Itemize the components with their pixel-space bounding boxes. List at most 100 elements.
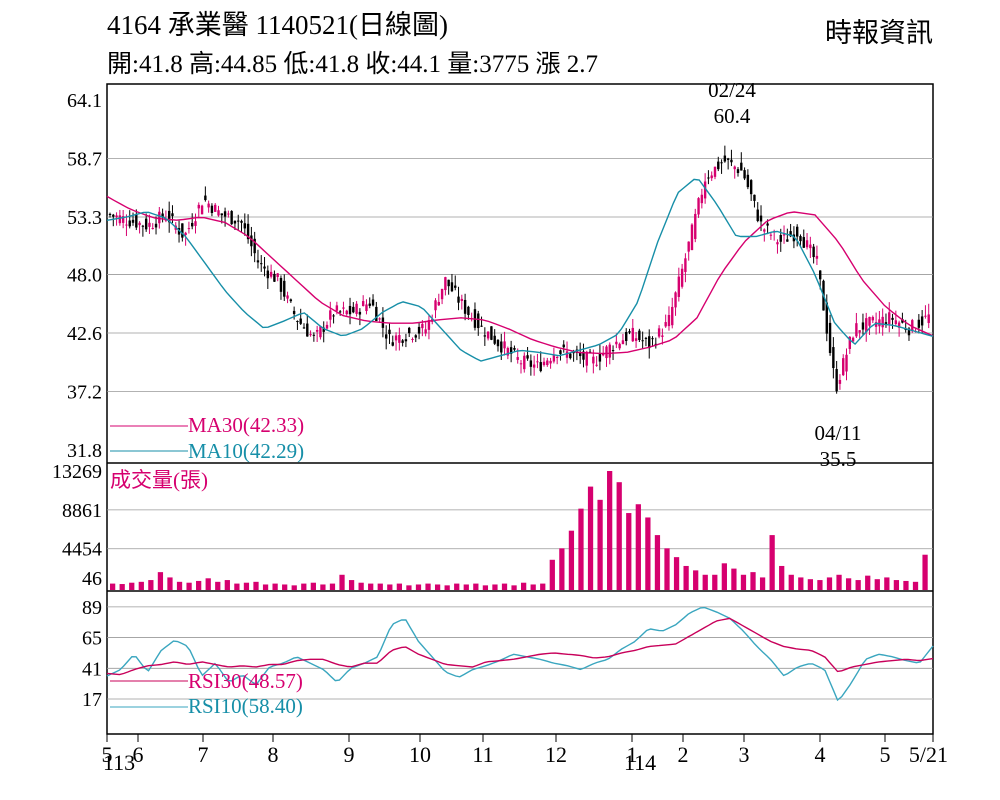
candle-body: [884, 322, 888, 325]
candle-body: [815, 255, 819, 259]
volume-tick-label: 13269: [52, 461, 102, 483]
candle-body: [625, 332, 628, 341]
volume-bar: [224, 580, 230, 590]
x-tick-label: 5: [880, 742, 891, 767]
volume-bar: [597, 499, 603, 590]
volume-bar: [607, 471, 613, 590]
candle-body: [549, 360, 552, 364]
candle-body: [690, 224, 694, 251]
candle-body: [832, 347, 835, 369]
candle-body: [217, 210, 220, 216]
volume-panel: [110, 471, 928, 590]
volume-bar: [196, 580, 202, 590]
candle-body: [158, 211, 161, 224]
candle-body: [325, 324, 329, 329]
volume-bar: [348, 580, 355, 590]
candle-body: [631, 327, 634, 342]
volume-bar: [501, 583, 508, 590]
candle-body: [319, 326, 322, 338]
candle-body: [424, 329, 427, 334]
candle-body: [736, 169, 740, 174]
volume-bar: [377, 583, 383, 590]
candle-body: [842, 358, 845, 376]
candle-body: [408, 327, 411, 334]
volume-bar: [329, 583, 336, 590]
candle-body: [644, 337, 648, 339]
candle-body: [237, 220, 240, 222]
candle-body: [618, 343, 621, 349]
candle-body: [569, 353, 572, 359]
candle-body: [697, 198, 700, 215]
candle-body: [713, 166, 717, 177]
candle-body: [605, 346, 608, 359]
candle-body: [286, 295, 289, 299]
volume-bar: [339, 574, 345, 590]
candle-body: [789, 231, 792, 237]
candle-body: [516, 357, 519, 360]
candle-body: [628, 331, 631, 333]
candle-body: [611, 350, 615, 352]
x-tick-label: 5/21: [909, 742, 948, 767]
candle-body: [766, 223, 769, 226]
candle-body: [707, 177, 710, 179]
candle-body: [194, 221, 197, 226]
candle-body: [299, 318, 302, 324]
volume-bar: [368, 583, 374, 590]
candle-body: [710, 175, 713, 179]
volume-bar: [492, 584, 498, 590]
candle-body: [227, 213, 230, 215]
candle-body: [503, 341, 506, 349]
candle-body: [799, 236, 802, 242]
candle-body: [230, 211, 233, 225]
candle-body: [743, 170, 746, 179]
candle-body: [352, 306, 355, 313]
candle-body: [555, 356, 559, 358]
volume-bar: [234, 583, 240, 590]
candle-body: [447, 279, 450, 287]
candle-body: [907, 328, 911, 336]
candle-body: [720, 162, 723, 164]
volume-bar: [693, 570, 699, 590]
candle-body: [246, 223, 250, 240]
volume-bar: [540, 583, 546, 590]
candle-body: [595, 364, 598, 366]
volume-bar: [473, 583, 479, 590]
candle-body: [345, 310, 348, 315]
candle-body: [730, 159, 733, 163]
candle-body: [148, 222, 151, 227]
candle-body: [572, 351, 575, 354]
candle-body: [513, 347, 516, 350]
axis-labels: 64.158.753.348.042.637.231.8132698861445…: [52, 90, 948, 767]
candle-body: [917, 319, 921, 328]
candle-body: [191, 222, 194, 227]
x-tick-label: 3: [739, 742, 750, 767]
candle-body: [529, 360, 533, 367]
candle-body: [125, 224, 128, 226]
candle-body: [391, 342, 394, 346]
candle-body: [608, 344, 611, 358]
volume-bar: [262, 584, 269, 590]
volume-bar: [387, 584, 393, 590]
candle-body: [519, 363, 523, 365]
candle-body: [888, 312, 891, 325]
volume-bar: [358, 582, 364, 590]
volume-bar: [731, 568, 737, 590]
candle-body: [454, 285, 457, 288]
volume-bar: [855, 580, 861, 590]
candle-body: [802, 237, 805, 248]
volume-bar: [425, 583, 431, 590]
candle-body: [546, 360, 549, 366]
volume-bar: [922, 554, 928, 590]
candle-body: [233, 220, 237, 224]
candle-body: [414, 335, 417, 338]
candle-body: [144, 218, 148, 230]
candle-body: [891, 317, 894, 320]
candle-body: [437, 301, 440, 306]
candle-body: [460, 298, 464, 301]
rsi10-legend: RSI10(58.40): [188, 694, 303, 718]
volume-bar: [645, 517, 651, 590]
candle-body: [483, 335, 487, 337]
volume-bar: [664, 548, 670, 590]
candle-body: [421, 323, 424, 329]
candle-body: [779, 235, 782, 242]
